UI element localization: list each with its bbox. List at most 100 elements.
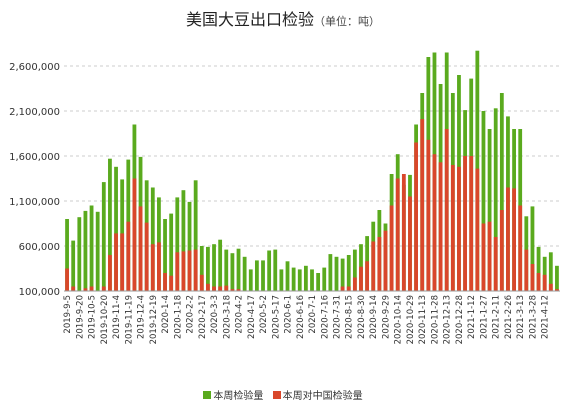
x-tick-label: 2020-10-29 — [406, 295, 416, 344]
bar-china-inspection — [89, 286, 94, 291]
bar-weekly-inspection — [346, 255, 351, 291]
x-tick-label: 2019-10-5 — [88, 295, 98, 339]
bar-china-inspection — [212, 286, 216, 291]
bar-weekly-inspection — [279, 269, 284, 291]
bar-weekly-inspection — [89, 205, 94, 291]
x-tick-label: 2020-5-2 — [259, 295, 269, 334]
bar-china-inspection — [530, 264, 535, 291]
x-tick-label: 2021-1-27 — [479, 295, 489, 339]
legend: 本周检验量 本周对中国检验量 — [0, 387, 566, 402]
bar-china-inspection — [377, 237, 382, 291]
x-tick-label: 2020-7-16 — [320, 295, 330, 339]
x-axis-tick-labels: 2019-9-5 2019-9-20 2019-10-5 2019-10-20 2019… — [63, 295, 551, 344]
bar-china-inspection — [108, 255, 112, 291]
bar-china-inspection — [401, 174, 406, 291]
x-tick-label: 2020-9-29 — [381, 295, 391, 339]
bar-weekly-inspection — [542, 256, 547, 291]
bar-weekly-inspection — [267, 250, 272, 291]
bar-china-inspection — [157, 242, 161, 291]
legend-item-china[interactable]: 本周对中国检验量 — [272, 387, 363, 402]
bar-weekly-inspection — [303, 265, 308, 291]
bar-china-inspection — [193, 249, 198, 291]
legend-item-weekly[interactable]: 本周检验量 — [203, 387, 263, 402]
bar-china-inspection — [469, 156, 474, 291]
bar-china-inspection — [236, 289, 241, 291]
bar-weekly-inspection — [206, 246, 210, 291]
x-tick-label: 2019-11-19 — [124, 295, 134, 344]
bar-china-inspection — [493, 237, 498, 291]
bar-weekly-inspection — [83, 210, 88, 291]
bar-weekly-inspection — [187, 201, 192, 291]
bar-china-inspection — [206, 283, 210, 291]
bar-weekly-inspection — [481, 111, 486, 291]
bar-weekly-inspection — [291, 267, 296, 291]
bar-china-inspection — [426, 139, 431, 291]
bar-china-inspection — [518, 205, 523, 291]
bar-china-inspection — [230, 289, 235, 291]
x-tick-label: 2020-2-2 — [186, 295, 196, 334]
bar-china-inspection — [408, 196, 412, 291]
x-tick-label: 2020-6-1 — [284, 295, 294, 334]
bar-weekly-inspection — [316, 273, 321, 291]
bar-china-inspection — [548, 283, 553, 291]
y-tick-label: 1,600,000 — [9, 152, 60, 163]
x-tick-label: 2020-6-16 — [296, 295, 306, 339]
bar-china-inspection — [444, 129, 449, 291]
bar-china-inspection — [101, 286, 106, 291]
bar-weekly-inspection — [236, 248, 241, 291]
bar-weekly-inspection — [297, 269, 302, 291]
bar-weekly-inspection — [230, 253, 235, 291]
x-tick-label: 2019-9-20 — [75, 295, 85, 339]
bar-china-inspection — [457, 166, 461, 291]
x-tick-label: 2020-1-4 — [161, 295, 171, 334]
bar-china-inspection — [120, 233, 125, 291]
x-tick-label: 2019-10-20 — [100, 295, 110, 344]
bar-china-inspection — [499, 210, 504, 291]
x-tick-label: 2021-3-28 — [528, 295, 538, 339]
bar-china-inspection — [340, 286, 345, 291]
x-tick-label: 2021-2-26 — [504, 295, 514, 339]
bar-weekly-inspection — [212, 244, 216, 291]
bar-china-inspection — [359, 266, 363, 291]
bar-weekly-inspection — [114, 166, 118, 291]
y-axis-tick-labels: 100,000 600,000 1,100,000 1,600,000 2,100,00… — [9, 62, 60, 298]
y-tick-label: 100,000 — [19, 287, 60, 298]
bar-china-inspection — [542, 274, 547, 291]
bar-china-inspection — [420, 119, 425, 291]
bar-china-inspection — [395, 178, 400, 291]
bar-china-inspection — [224, 285, 229, 291]
bar-china-inspection — [169, 275, 174, 291]
x-tick-label: 2021-4-12 — [541, 295, 551, 339]
bar-weekly-inspection — [150, 187, 155, 291]
x-tick-label: 2020-7-1 — [308, 295, 318, 334]
bar-china-inspection — [475, 168, 480, 291]
bar-china-inspection — [481, 223, 486, 291]
y-tick-label: 2,100,000 — [9, 107, 60, 118]
x-tick-label: 2020-7-31 — [332, 295, 342, 339]
x-tick-label: 2019-11-4 — [112, 295, 122, 339]
bar-china-inspection — [65, 268, 69, 291]
x-tick-label: 2020-4-2 — [235, 295, 245, 334]
bar-weekly-inspection — [352, 249, 357, 291]
bar-china-inspection — [114, 233, 118, 291]
bar-china-inspection — [346, 286, 351, 291]
y-tick-label: 1,100,000 — [9, 197, 60, 208]
bar-china-inspection — [163, 273, 167, 291]
bar-china-inspection — [71, 286, 76, 291]
x-tick-label: 2020-8-30 — [357, 295, 367, 339]
bar-china-inspection — [536, 273, 541, 291]
bar-china-inspection — [199, 274, 204, 291]
bar-weekly-inspection — [224, 249, 229, 291]
bar-weekly-inspection — [334, 256, 339, 291]
bar-china-inspection — [389, 205, 394, 291]
x-tick-label: 2020-8-15 — [345, 295, 355, 339]
bar-china-inspection — [414, 142, 418, 291]
bar-china-inspection — [132, 178, 137, 291]
bar-china-inspection — [365, 261, 370, 291]
x-tick-label: 2021-3-13 — [516, 295, 526, 339]
bar-weekly-inspection — [555, 265, 559, 291]
bar-weekly-inspection — [175, 197, 180, 291]
x-tick-label: 2020-11-13 — [418, 295, 428, 344]
bar-weekly-inspection — [101, 182, 106, 291]
